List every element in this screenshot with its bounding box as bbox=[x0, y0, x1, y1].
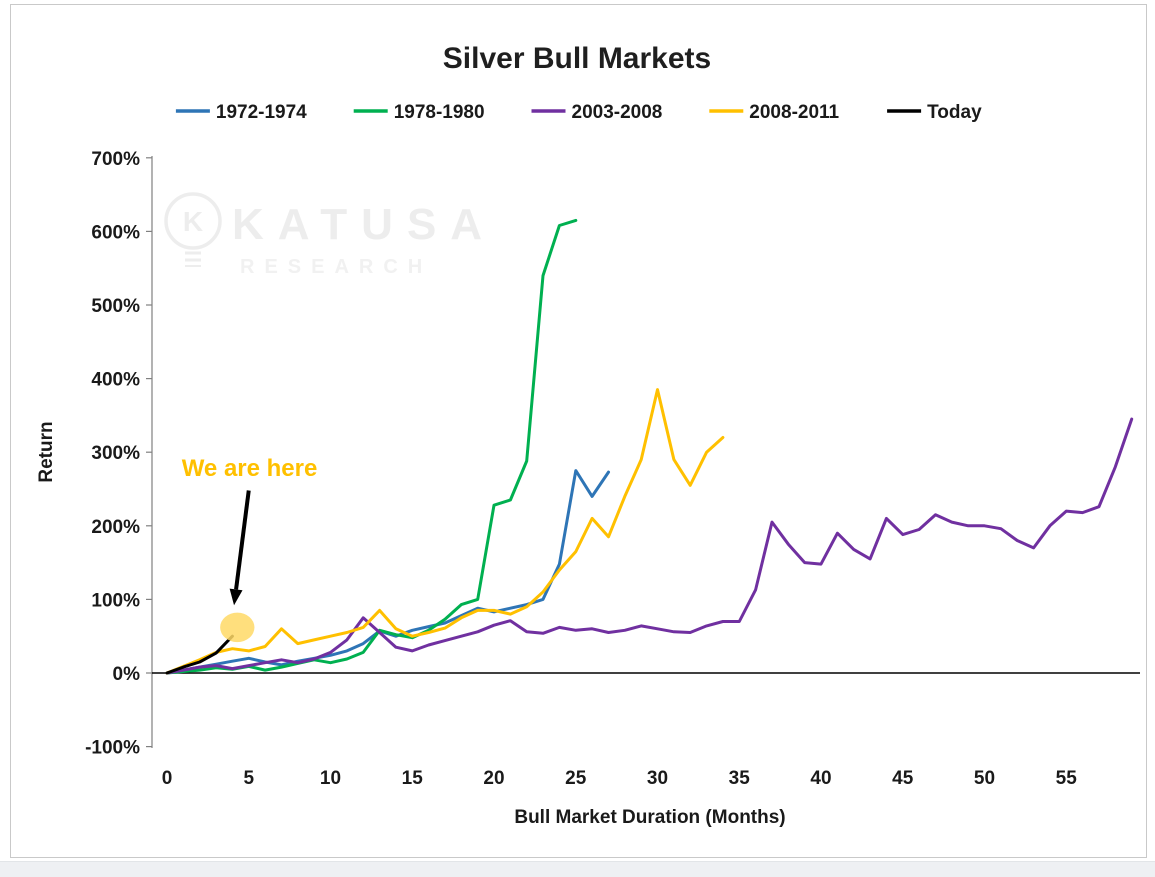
legend-item: 2003-2008 bbox=[531, 102, 663, 123]
x-tick-label: 20 bbox=[483, 768, 504, 789]
y-tick-label: 200% bbox=[91, 517, 140, 538]
watermark-brand-text: KATUSA bbox=[232, 200, 496, 249]
legend-label: 1972-1974 bbox=[216, 102, 307, 123]
x-tick-label: 40 bbox=[810, 768, 831, 789]
legend-item: 1978-1980 bbox=[353, 102, 485, 123]
watermark-logo-letter: K bbox=[183, 206, 203, 237]
legend-item: 2008-2011 bbox=[709, 102, 840, 123]
series-line-2008-2011 bbox=[165, 388, 725, 675]
y-tick-label: 100% bbox=[91, 590, 140, 611]
we-are-here-highlight bbox=[220, 612, 255, 643]
y-axis-title: Return bbox=[36, 421, 57, 482]
x-tick-label: 30 bbox=[647, 768, 668, 789]
watermark: K KATUSA RESEARCH bbox=[164, 192, 496, 278]
series-line-2003-2008 bbox=[165, 417, 1134, 675]
x-tick-label: 45 bbox=[892, 768, 914, 789]
y-tick-label: 300% bbox=[91, 443, 140, 464]
series-line-1972-1974 bbox=[165, 469, 610, 675]
plot-area: -100% 0% 100% 200% 300% 400% 500% 600% 700% 0 5 10 1… bbox=[85, 149, 1140, 789]
chart-title: Silver Bull Markets bbox=[443, 42, 711, 75]
x-tick-label: 35 bbox=[729, 768, 751, 789]
watermark-lightbulb-icon bbox=[164, 192, 222, 250]
watermark-subtitle-text: RESEARCH bbox=[240, 256, 432, 278]
y-tick-label: -100% bbox=[85, 738, 140, 759]
x-tick-label: 0 bbox=[162, 768, 173, 789]
y-tick-label: 700% bbox=[91, 149, 140, 170]
legend-label: 1978-1980 bbox=[394, 102, 485, 123]
we-are-here-arrowhead bbox=[229, 588, 243, 606]
y-tick-label: 0% bbox=[113, 664, 141, 685]
we-are-here-label: We are here bbox=[182, 455, 318, 482]
x-tick-label: 25 bbox=[565, 768, 587, 789]
legend: 1972-1974 1978-1980 2003-2008 2008-2011 Toda… bbox=[175, 102, 982, 123]
x-tick-label: 15 bbox=[402, 768, 424, 789]
series-line-1978-1980 bbox=[165, 218, 578, 675]
x-tick-label: 55 bbox=[1056, 768, 1078, 789]
x-tick-label: 50 bbox=[974, 768, 995, 789]
y-tick-label: 400% bbox=[91, 370, 140, 391]
legend-item: Today bbox=[887, 102, 982, 123]
legend-label: Today bbox=[927, 102, 982, 123]
y-tick-label: 600% bbox=[91, 222, 140, 243]
chart-figure bbox=[10, 4, 1147, 858]
footer-strip bbox=[0, 861, 1155, 877]
y-tick-label: 500% bbox=[91, 296, 140, 317]
series-line-today bbox=[165, 634, 234, 675]
x-tick-label: 10 bbox=[320, 768, 341, 789]
legend-item: 1972-1974 bbox=[175, 102, 307, 123]
legend-label: 2008-2011 bbox=[749, 102, 839, 123]
x-axis-title: Bull Market Duration (Months) bbox=[514, 807, 785, 828]
we-are-here-arrow-shaft bbox=[234, 490, 251, 590]
x-tick-label: 5 bbox=[243, 768, 254, 789]
legend-label: 2003-2008 bbox=[572, 102, 663, 123]
